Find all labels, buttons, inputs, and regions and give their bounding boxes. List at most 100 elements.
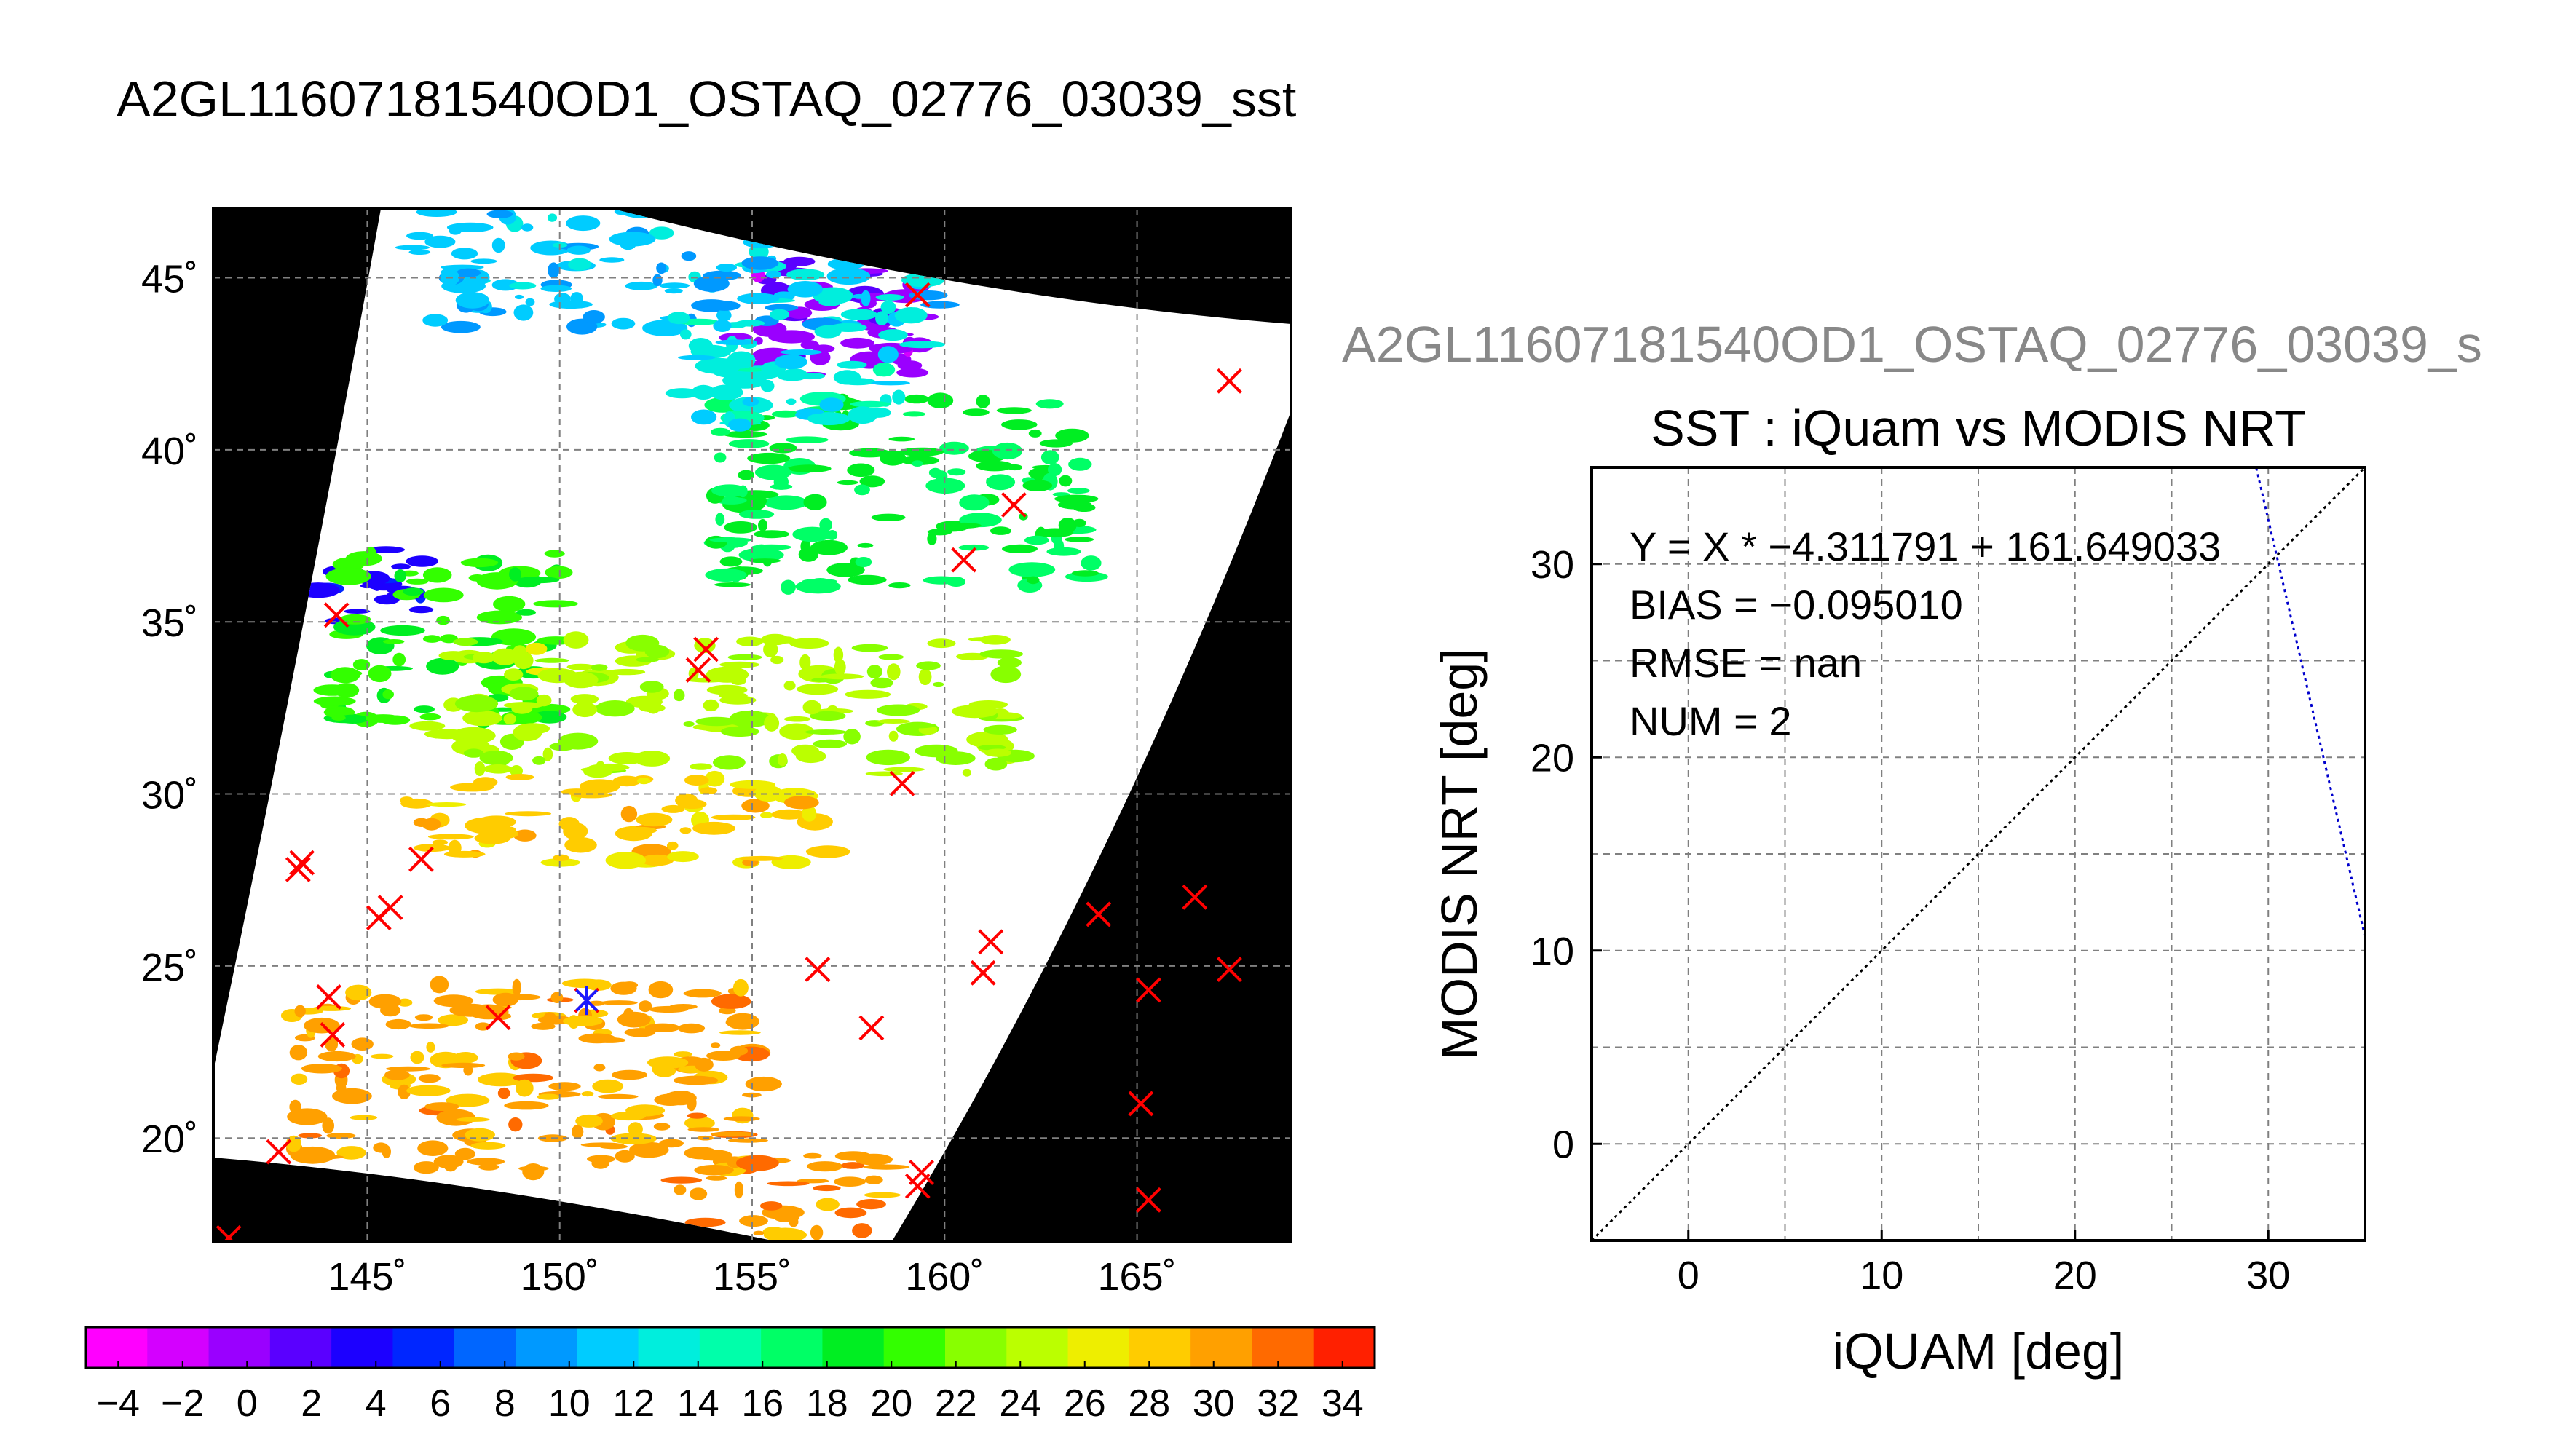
sst-pixel <box>1027 576 1040 585</box>
sst-pixel <box>505 811 552 817</box>
sst-pixel <box>531 1022 556 1030</box>
sst-pixel <box>661 804 685 813</box>
sst-pixel <box>738 485 748 498</box>
colorbar-tick-label: 34 <box>1322 1382 1364 1425</box>
sst-pixel <box>715 339 757 346</box>
sst-pixel <box>600 1000 638 1005</box>
buoy-marker <box>904 1173 931 1199</box>
sst-pixel <box>812 1184 841 1192</box>
sst-pixel <box>877 346 899 363</box>
sst-pixel <box>810 1224 824 1241</box>
sst-pixel <box>580 779 620 794</box>
colorbar-tick-label: 30 <box>1193 1382 1235 1425</box>
sst-pixel <box>410 1051 424 1064</box>
sst-pixel <box>644 1023 681 1033</box>
sst-region-south-orange-tail <box>660 1151 910 1241</box>
sst-pixel <box>706 1176 727 1181</box>
sst-pixel <box>876 704 920 716</box>
buoy-marker <box>289 850 315 876</box>
sst-pixel <box>532 711 567 724</box>
sst-pixel <box>803 494 827 510</box>
sst-pixel <box>687 1127 720 1132</box>
buoy-marker <box>693 636 719 662</box>
sst-pixel <box>758 519 767 531</box>
sst-pixel <box>936 751 976 765</box>
sst-pixel <box>810 539 848 555</box>
buoy-marker <box>858 1015 885 1041</box>
sst-pixel <box>735 320 765 327</box>
buoy-marker <box>266 1139 292 1165</box>
sst-pixel <box>430 976 449 994</box>
sst-pixel <box>760 379 775 392</box>
sst-pixel <box>996 407 1032 414</box>
sst-pixel <box>481 828 519 839</box>
sst-pixel <box>927 392 954 408</box>
sst-pixel <box>436 1109 475 1126</box>
sst-pixel <box>777 753 788 767</box>
sst-pixel <box>826 563 865 577</box>
sst-pixel <box>1055 428 1089 443</box>
sst-pixel <box>786 269 825 281</box>
sst-pixel <box>624 1028 656 1037</box>
sst-pixel <box>880 450 907 466</box>
sst-pixel <box>799 654 811 671</box>
sst-pixel <box>877 719 910 724</box>
sst-pixel <box>742 397 759 407</box>
sst-pixel <box>741 799 770 813</box>
sst-pixel <box>568 258 591 271</box>
map-frame <box>212 207 1292 1243</box>
sst-pixel <box>863 1164 910 1170</box>
sst-pixel <box>438 651 468 661</box>
sst-pixel <box>803 1152 822 1159</box>
sst-pixel <box>394 569 407 582</box>
colorbar-cell <box>945 1327 1007 1368</box>
sst-pixel <box>301 1064 342 1074</box>
y-tick-label: 30 <box>1531 543 1574 587</box>
sst-pixel <box>656 262 667 274</box>
sst-pixel <box>720 726 759 737</box>
sst-pixel <box>680 329 692 340</box>
sst-pixel <box>636 812 673 827</box>
sst-pixel <box>723 1116 760 1122</box>
buoy-marker <box>685 657 711 683</box>
sst-pixel <box>418 1074 441 1083</box>
sst-pixel <box>625 634 660 652</box>
sst-pixel <box>505 774 534 780</box>
sst-pixel <box>408 1023 449 1029</box>
colorbar-tick-label: 20 <box>870 1382 912 1425</box>
sst-pixel <box>722 430 767 438</box>
sst-pixel <box>548 1082 581 1091</box>
sst-pixel <box>414 705 435 713</box>
sst-pixel <box>866 665 882 679</box>
sst-pixel <box>659 282 690 289</box>
sst-pixel <box>1068 457 1092 471</box>
sst-pixel <box>294 1005 306 1018</box>
sst-pixel <box>563 1016 603 1026</box>
sst-pixel <box>422 635 441 643</box>
sst-pixel <box>854 484 870 496</box>
sst-pixel <box>840 309 877 320</box>
sst-pixel <box>684 1147 718 1160</box>
sst-pixel <box>380 715 411 725</box>
sst-pixel <box>486 210 513 218</box>
sst-pixel <box>912 460 923 467</box>
sst-pixel <box>513 829 537 842</box>
sst-pixel <box>432 839 449 845</box>
buoy-marker <box>1136 1187 1161 1213</box>
sst-pixel <box>783 796 819 810</box>
sst-pixel <box>792 526 832 542</box>
sst-pixel <box>671 1091 692 1099</box>
x-tick-label: 20 <box>2053 1254 2097 1297</box>
sst-pixel <box>990 665 1022 684</box>
sst-pixel <box>730 1045 749 1056</box>
sst-pixel <box>585 979 612 991</box>
sst-region-mid-cyan <box>665 307 945 432</box>
sst-pixel <box>317 1051 356 1062</box>
sst-pixel <box>754 464 791 480</box>
sst-pixel <box>677 1023 706 1034</box>
sst-pixel <box>326 1133 356 1139</box>
colorbar-tick-label: 2 <box>301 1382 322 1425</box>
sst-pixel <box>900 722 937 729</box>
sst-pixel <box>473 777 498 788</box>
sst-map: 20˚ 25˚ 30˚ 35˚ 40˚ 45˚ 145˚ 150˚ 155˚ 160˚ 165˚ <box>141 207 1292 1299</box>
